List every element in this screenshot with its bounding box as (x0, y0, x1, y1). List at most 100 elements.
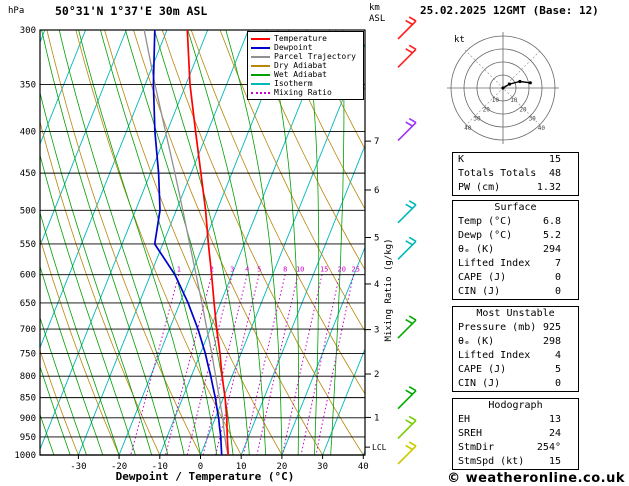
sounding-curves-layer (143, 30, 230, 455)
legend: Temperature Dewpoint Parcel Trajectory Dry … (247, 31, 364, 100)
svg-text:10: 10 (510, 97, 518, 104)
index-value: 925 (542, 322, 561, 333)
wind-barb (397, 16, 417, 40)
index-label: θₑ (K) (458, 244, 495, 255)
index-label: Temp (°C) (458, 216, 513, 227)
station-title: 50°31'N 1°37'E 30m ASL (55, 4, 208, 18)
svg-text:20: 20 (338, 266, 346, 274)
svg-text:950: 950 (20, 433, 36, 443)
index-label: SREH (458, 428, 483, 439)
svg-text:20: 20 (519, 106, 527, 113)
index-value: 294 (542, 244, 561, 255)
index-value: 1.32 (536, 182, 561, 193)
index-label: Lifted Index (458, 350, 531, 361)
legend-label: Parcel Trajectory (274, 52, 356, 61)
hodograph-box-title: Hodograph (488, 400, 543, 411)
index-label: Dewp (°C) (458, 230, 513, 241)
index-label: CIN (J) (458, 378, 501, 389)
indices-box-most-unstable: Most Unstable Pressure (mb) 925 θₑ (K) 298 L… (452, 306, 579, 392)
legend-line-sample (251, 55, 270, 58)
axis-ticks-layer: 1 2 3 4 5 8 10 15 20 2530035040045050055060065070… (14, 26, 386, 472)
index-label: StmSpd (kt) (458, 456, 525, 467)
copyright: © weatheronline.co.uk (447, 471, 625, 486)
altitude-axis-label-asl: ASL (369, 14, 386, 24)
svg-text:6: 6 (374, 186, 379, 196)
svg-text:4: 4 (374, 280, 379, 290)
index-row: Dewp (°C) 5.2 (453, 229, 578, 243)
index-row: Temp (°C) 6.8 (453, 215, 578, 229)
legend-line-sample (251, 73, 270, 76)
index-row: StmDir 254° (453, 441, 578, 455)
wind-barb (397, 236, 417, 260)
svg-text:40: 40 (538, 125, 546, 132)
legend-label: Isotherm (274, 79, 313, 88)
index-row: Pressure (mb) 925 (453, 321, 578, 335)
legend-line-sample (251, 91, 270, 94)
svg-text:30: 30 (529, 116, 537, 123)
svg-text:LCL: LCL (372, 443, 387, 452)
legend-item: Parcel Trajectory (251, 52, 360, 61)
altitude-axis-label: km ASL (369, 3, 385, 25)
legend-item: Temperature (251, 34, 360, 43)
svg-text:30: 30 (317, 462, 328, 472)
index-value: 298 (542, 336, 561, 347)
svg-text:kt: kt (454, 35, 465, 45)
pressure-axis-label: hPa (8, 6, 25, 16)
index-value: 15 (548, 154, 561, 165)
indices-box-surface: Surface Temp (°C) 6.8 Dewp (°C) 5.2 θₑ (K) 29… (452, 200, 579, 300)
svg-text:5: 5 (257, 266, 261, 274)
svg-text:10: 10 (492, 97, 500, 104)
mixing-ratio-axis-label: Mixing Ratio (g/kg) (384, 239, 394, 342)
index-row: θₑ (K) 298 (453, 335, 578, 349)
svg-text:15: 15 (320, 266, 328, 274)
index-value: 4 (554, 350, 561, 361)
svg-text:30: 30 (473, 116, 481, 123)
svg-text:20: 20 (483, 106, 491, 113)
legend-label: Dewpoint (274, 43, 313, 52)
svg-text:5: 5 (374, 233, 379, 243)
index-value: 6.8 (542, 216, 561, 227)
index-value: 13 (548, 414, 561, 425)
indices-box-general: K 15 Totals Totals 48 PW (cm) 1.32 (452, 152, 579, 196)
index-label: StmDir (458, 442, 495, 453)
index-row: CAPE (J) 0 (453, 271, 578, 285)
legend-label: Temperature (274, 34, 327, 43)
svg-text:2: 2 (210, 266, 214, 274)
index-row: Totals Totals 48 (453, 167, 578, 181)
svg-text:3: 3 (374, 326, 379, 336)
legend-line-sample (251, 46, 270, 49)
index-label: CIN (J) (458, 286, 501, 297)
legend-item: Mixing Ratio (251, 88, 360, 97)
temperature-curve (186, 30, 230, 455)
index-value: 48 (548, 168, 561, 179)
index-value: 0 (554, 272, 561, 283)
index-row: Lifted Index 7 (453, 257, 578, 271)
legend-label: Mixing Ratio (274, 88, 332, 97)
svg-text:20: 20 (276, 462, 287, 472)
svg-text:350: 350 (20, 80, 36, 90)
wind-barb (397, 200, 417, 224)
index-value: 0 (554, 286, 561, 297)
svg-text:3: 3 (230, 266, 234, 274)
surface-box-title: Surface (494, 202, 537, 213)
wind-barb (397, 386, 417, 410)
svg-text:40: 40 (358, 462, 369, 472)
index-row: StmSpd (kt) 15 (453, 455, 578, 469)
most-unstable-box-title: Most Unstable (476, 308, 555, 319)
altitude-axis-label-km: km (369, 3, 380, 13)
svg-text:650: 650 (20, 299, 36, 309)
svg-text:850: 850 (20, 394, 36, 404)
svg-text:500: 500 (20, 206, 36, 216)
index-label: CAPE (J) (458, 364, 507, 375)
svg-text:10: 10 (296, 266, 304, 274)
index-label: CAPE (J) (458, 272, 507, 283)
legend-label: Wet Adiabat (274, 70, 327, 79)
svg-text:25: 25 (352, 266, 360, 274)
svg-text:300: 300 (20, 26, 36, 36)
wind-barb (397, 441, 417, 465)
dewpoint-curve (152, 30, 223, 455)
svg-text:-10: -10 (152, 462, 168, 472)
